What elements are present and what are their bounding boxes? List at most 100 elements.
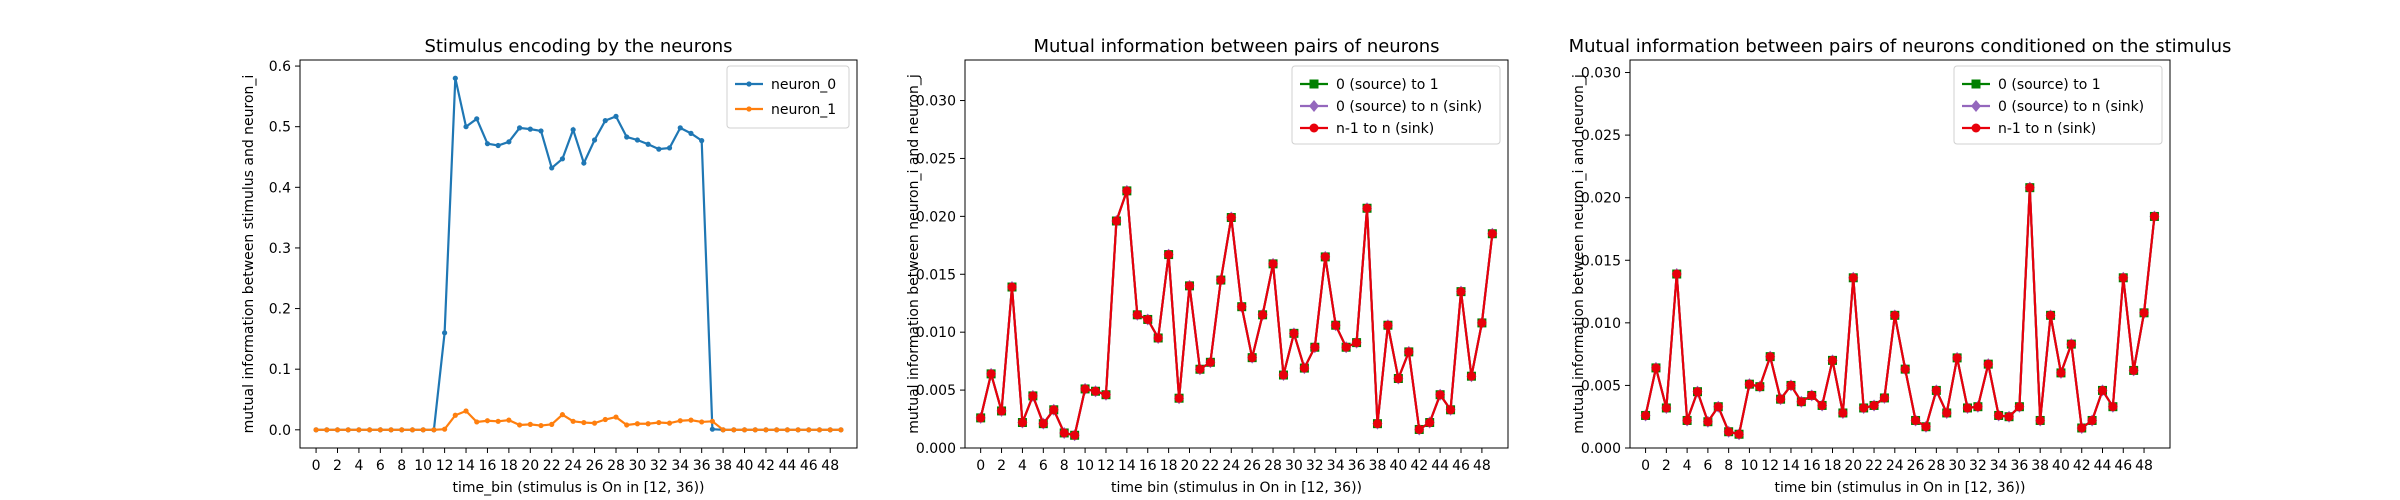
data-point	[474, 419, 480, 425]
data-point	[1153, 333, 1163, 343]
x-tick-label: 30	[628, 458, 646, 474]
series-0-source-to-1	[976, 186, 1497, 440]
x-tick-label: 46	[1452, 458, 1470, 474]
axes-frame	[1629, 59, 2171, 449]
data-point	[1132, 310, 1142, 320]
data-point	[1931, 385, 1941, 395]
legend-entry: n-1 to n (sink)	[1962, 121, 2096, 137]
data-point	[1268, 259, 1278, 269]
data-point	[1682, 415, 1692, 425]
data-point	[1807, 390, 1817, 400]
data-point	[1641, 410, 1651, 420]
series-line	[316, 409, 841, 431]
x-tick-label: 26	[1243, 458, 1261, 474]
x-tick-label: 40	[736, 458, 754, 474]
y-axis-label: mutual information between stimulus and …	[241, 75, 257, 434]
y-tick-label: 0.000	[1581, 441, 1621, 457]
axes-frame	[964, 59, 1509, 449]
x-tick-label: 28	[607, 458, 625, 474]
x-tick-label: 10	[1741, 458, 1759, 474]
data-point	[656, 146, 662, 152]
data-point	[645, 421, 651, 427]
y-tick-label: 0.020	[916, 209, 956, 225]
legend-label: n-1 to n (sink)	[1998, 121, 2096, 137]
data-point	[1414, 424, 1424, 434]
data-point	[516, 125, 523, 131]
data-point	[506, 139, 512, 145]
data-point	[1703, 417, 1713, 427]
data-point	[2025, 183, 2035, 193]
data-point	[367, 427, 373, 433]
data-point	[399, 427, 405, 433]
data-point	[997, 406, 1007, 416]
data-point	[2014, 402, 2024, 412]
data-point	[731, 427, 737, 433]
legend-marker	[1971, 79, 1981, 89]
data-point	[656, 419, 662, 426]
series-0-source-to-n-sink-	[1640, 181, 2160, 441]
data-point	[1921, 422, 1931, 432]
data-point	[1320, 252, 1330, 262]
data-point	[1879, 393, 1889, 403]
data-point	[720, 427, 726, 433]
data-point	[784, 427, 790, 433]
data-point	[763, 427, 769, 433]
data-point	[1331, 320, 1341, 330]
x-tick-label: 12	[1761, 458, 1779, 474]
data-point	[538, 422, 544, 429]
data-point	[452, 75, 458, 81]
y-tick-label: 0.6	[269, 59, 291, 75]
legend-label: 0 (source) to n (sink)	[1998, 99, 2144, 115]
legend-marker	[1309, 79, 1319, 89]
x-tick-label: 22	[1865, 458, 1883, 474]
data-point	[431, 427, 437, 433]
legend-entry: 0 (source) to 1	[1962, 77, 2101, 93]
x-tick-label: 8	[1724, 458, 1733, 474]
legend-marker	[1971, 123, 1981, 133]
x-tick-label: 44	[778, 458, 796, 474]
y-axis-label: mutual information between neuron_i and …	[1571, 74, 1587, 434]
chart-1: 0 2 4 6 8 10 12 14 16 18 20 22 24 26 28 30 32 34 36 38 40 42 4…	[241, 36, 858, 496]
data-point	[1952, 353, 1962, 363]
x-tick-label: 44	[2094, 458, 2112, 474]
series-0-source-to-1	[1641, 183, 2159, 439]
data-point	[1038, 419, 1048, 429]
data-point	[1942, 408, 1952, 418]
data-point	[2035, 415, 2045, 425]
data-point	[1435, 390, 1445, 400]
data-point	[442, 426, 448, 432]
series-line	[316, 77, 841, 431]
x-tick-label: 32	[1306, 458, 1324, 474]
data-point	[1817, 400, 1827, 410]
data-point	[816, 427, 823, 433]
data-point	[1848, 273, 1858, 283]
data-point	[538, 128, 544, 134]
data-point	[2118, 273, 2128, 283]
data-point	[688, 417, 694, 423]
x-tick-label: 42	[2073, 458, 2091, 474]
data-point	[463, 124, 469, 130]
y-tick-label: 0.010	[916, 325, 956, 341]
x-tick-label: 38	[2031, 458, 2049, 474]
data-point	[1466, 371, 1476, 381]
y-tick-label: 0.015	[916, 267, 956, 283]
data-point	[1237, 302, 1247, 312]
x-tick-label: 24	[1886, 458, 1904, 474]
data-point	[1456, 287, 1466, 297]
data-point	[1352, 338, 1362, 348]
x-tick-label: 48	[821, 458, 839, 474]
chart-title: Stimulus encoding by the neurons	[424, 36, 732, 57]
x-tick-label: 4	[1018, 458, 1027, 474]
legend-entry: neuron_0	[735, 77, 836, 93]
data-point	[442, 330, 448, 336]
data-point	[388, 427, 394, 433]
x-tick-label: 18	[1824, 458, 1842, 474]
data-point	[1007, 282, 1017, 292]
x-tick-label: 32	[650, 458, 668, 474]
x-tick-label: 40	[2052, 458, 2070, 474]
data-point	[1425, 418, 1435, 428]
x-tick-label: 42	[757, 458, 775, 474]
data-point	[1059, 428, 1069, 438]
x-tick-label: 26	[1907, 458, 1925, 474]
